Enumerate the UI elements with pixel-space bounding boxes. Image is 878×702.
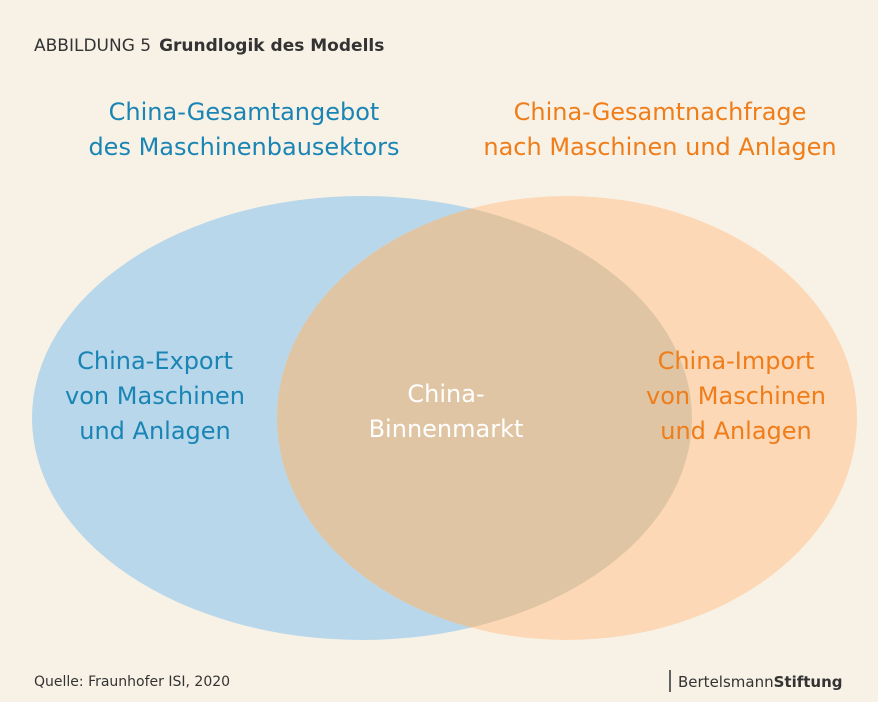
left-title: des Maschinenbausektors: [88, 133, 399, 161]
right-label: und Anlagen: [660, 417, 812, 445]
header: ABBILDUNG 5 Grundlogik des Modells: [34, 36, 384, 56]
left-label: und Anlagen: [79, 417, 231, 445]
left-label: China-Export: [77, 347, 233, 375]
right-label: von Maschinen: [646, 382, 826, 410]
source: Quelle: Fraunhofer ISI, 2020: [34, 674, 230, 690]
right-label: China-Import: [658, 347, 815, 375]
right-title: China-Gesamtnachfrage: [514, 98, 807, 126]
brand-bold: Stiftung: [774, 673, 843, 691]
left-label: von Maschinen: [65, 382, 245, 410]
brand-light: Bertelsmann: [678, 673, 774, 691]
right-title: nach Maschinen und Anlagen: [483, 133, 836, 161]
left-title: China-Gesamtangebot: [109, 98, 380, 126]
brand: BertelsmannStiftung: [678, 673, 843, 691]
intersection-label: China-: [407, 380, 484, 408]
intersection: [277, 196, 692, 640]
header-label: ABBILDUNG 5: [34, 36, 151, 56]
intersection-label: Binnenmarkt: [369, 415, 524, 443]
header-title: Grundlogik des Modells: [159, 36, 384, 56]
